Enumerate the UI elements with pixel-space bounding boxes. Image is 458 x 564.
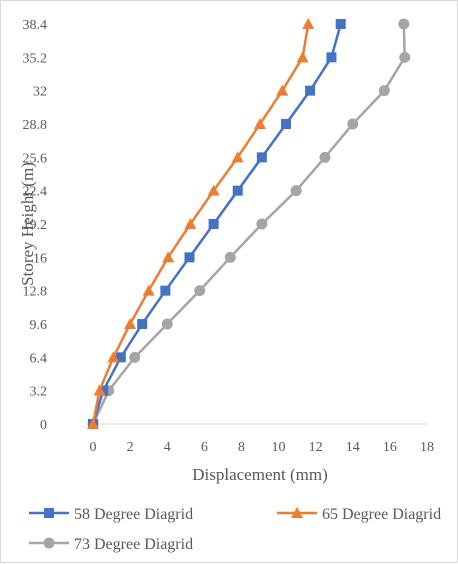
y-tick-label: 25.6 xyxy=(23,151,48,166)
series-line xyxy=(91,23,406,425)
data-point xyxy=(107,351,120,363)
data-point xyxy=(296,51,309,63)
x-tick-label: 0 xyxy=(90,440,97,455)
data-point xyxy=(231,151,244,163)
data-point xyxy=(305,85,316,96)
y-tick-label: 0 xyxy=(40,418,47,433)
data-point xyxy=(256,218,268,230)
series-65-degree-diagrid xyxy=(87,18,315,429)
series-line xyxy=(91,23,310,425)
data-point xyxy=(276,84,289,96)
data-point xyxy=(378,85,390,97)
series-73-degree-diagrid xyxy=(87,18,411,430)
series-layer xyxy=(87,18,411,430)
data-point xyxy=(194,285,206,297)
data-point xyxy=(162,251,175,263)
legend-marker-icon xyxy=(43,537,55,549)
legend-item: 65 Degree Diagrid xyxy=(277,506,441,523)
y-tick-label: 9.6 xyxy=(30,318,48,333)
data-point xyxy=(326,52,337,63)
data-point xyxy=(87,418,99,429)
data-point xyxy=(142,284,155,296)
data-point xyxy=(161,318,173,330)
y-tick-label: 38.4 xyxy=(23,18,48,33)
series-58-degree-diagrid xyxy=(88,19,346,429)
legend: 58 Degree Diagrid 65 Degree Diagrid 73 Deg… xyxy=(29,506,441,553)
x-tick-label: 4 xyxy=(164,440,171,455)
x-tick-label: 10 xyxy=(272,440,286,455)
data-point xyxy=(290,185,302,197)
data-point xyxy=(347,118,359,130)
legend-label: 73 Degree Diagrid xyxy=(74,536,193,553)
data-point xyxy=(232,185,243,196)
data-point xyxy=(256,152,267,163)
y-axis-title: Storey Height (m) xyxy=(18,162,37,286)
y-tick-label: 16 xyxy=(33,251,47,266)
y-tick-label: 19.2 xyxy=(23,218,48,233)
x-tick-label: 6 xyxy=(201,440,208,455)
data-point xyxy=(319,151,331,163)
data-point xyxy=(399,51,411,63)
data-point xyxy=(137,319,148,329)
data-point xyxy=(129,351,141,363)
x-tick-label: 8 xyxy=(238,440,245,455)
legend-label: 58 Degree Diagrid xyxy=(74,506,193,523)
data-point xyxy=(160,285,171,296)
data-point xyxy=(124,318,137,329)
y-tick-label: 12.8 xyxy=(23,285,48,300)
y-tick-label: 6.4 xyxy=(30,351,48,366)
y-tick-label: 35.2 xyxy=(23,51,48,66)
x-tick-label: 2 xyxy=(127,440,134,455)
x-axis-title: Displacement (mm) xyxy=(192,465,328,484)
y-tick-label: 32 xyxy=(33,85,47,100)
data-point xyxy=(115,352,126,363)
data-point xyxy=(224,251,236,263)
data-point xyxy=(302,18,315,29)
y-tick-label: 3.2 xyxy=(30,385,48,400)
legend-marker-icon xyxy=(44,508,54,518)
legend-label: 65 Degree Diagrid xyxy=(322,506,441,523)
data-point xyxy=(335,19,346,29)
data-point xyxy=(254,118,266,129)
x-tick-label: 16 xyxy=(383,440,397,455)
data-point xyxy=(398,18,410,30)
legend-marker-icon xyxy=(291,507,303,518)
x-tick-label: 12 xyxy=(309,440,323,455)
x-tick-label: 14 xyxy=(346,440,360,455)
data-point xyxy=(280,119,291,129)
tick-labels: 0 3.2 6.4 9.6 12.8 16 19.2 22.4 25.6 28.8 32 35.2 38… xyxy=(23,18,435,455)
data-point xyxy=(93,384,106,396)
data-point xyxy=(98,385,109,396)
y-tick-label: 22.4 xyxy=(23,185,48,200)
legend-item: 73 Degree Diagrid xyxy=(29,536,193,553)
y-tick-label: 28.8 xyxy=(23,118,48,133)
data-point xyxy=(184,218,197,229)
x-tick-label: 18 xyxy=(420,440,434,455)
data-point xyxy=(208,219,219,229)
data-point xyxy=(184,252,195,263)
legend-item: 58 Degree Diagrid xyxy=(29,506,193,523)
data-point xyxy=(207,184,220,196)
